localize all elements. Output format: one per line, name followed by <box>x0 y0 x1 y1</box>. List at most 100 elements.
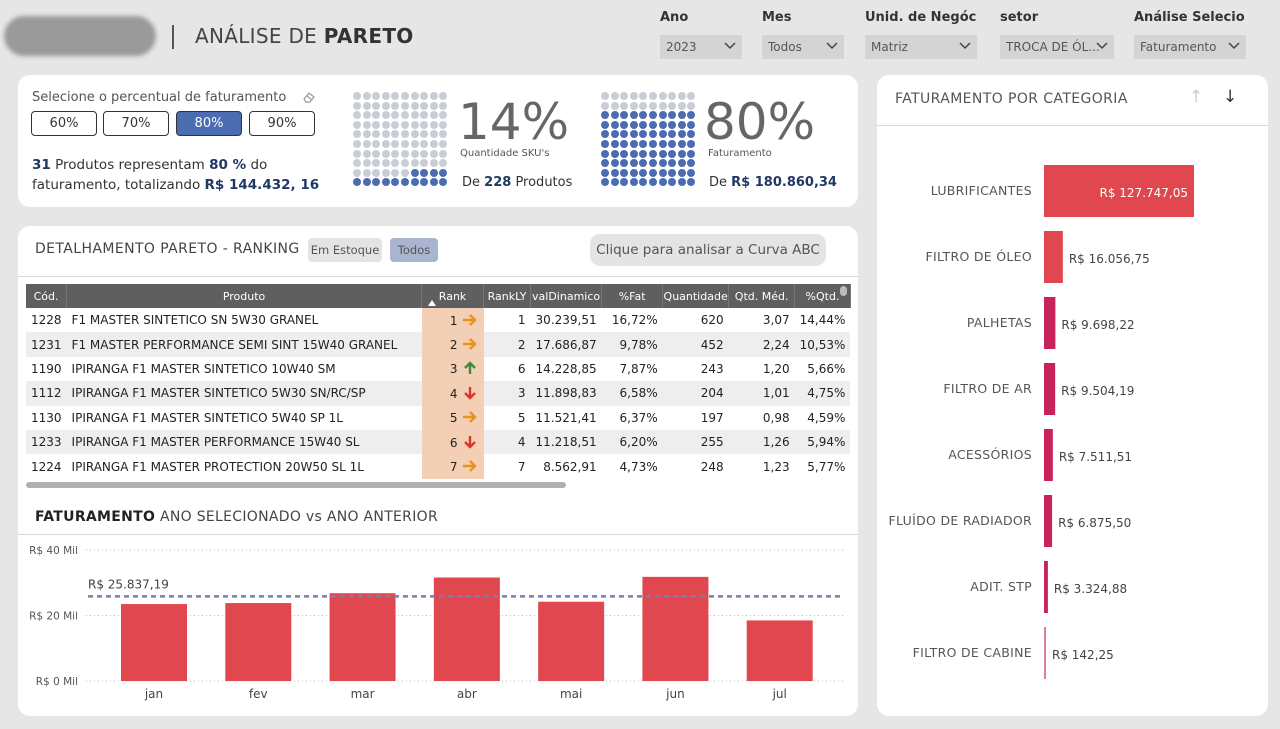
category-bar[interactable] <box>1044 495 1053 547</box>
pct-80-button[interactable]: 80% <box>176 111 242 136</box>
table-row[interactable]: 1233 IPIRANGA F1 MASTER PERFORMANCE 15W40… <box>26 429 851 455</box>
arrow-right-icon <box>462 313 477 326</box>
month-bar[interactable] <box>433 577 500 681</box>
waffle-dot <box>601 130 609 139</box>
eraser-icon[interactable] <box>302 91 316 103</box>
filter-mes-dropdown[interactable]: Todos <box>762 35 844 59</box>
cell-quantidade: 452 <box>662 332 729 357</box>
waffle-dot <box>610 120 619 129</box>
waffle-dot <box>391 92 400 100</box>
waffle-dot <box>410 149 419 158</box>
waffle-dot <box>362 111 371 120</box>
waffle-dot <box>372 178 381 187</box>
category-bar[interactable] <box>1044 363 1056 415</box>
waffle-dot <box>620 111 629 120</box>
waffle-dot <box>400 130 409 139</box>
cell-produto: IPIRANGA F1 MASTER PROTECTION 20W50 SL 1… <box>71 459 364 474</box>
col-header-valdinamico[interactable]: valDinamico <box>530 284 603 308</box>
vertical-scrollbar[interactable] <box>840 286 847 296</box>
todos-chip[interactable]: Todos <box>390 238 438 262</box>
month-bar[interactable] <box>225 603 292 681</box>
waffle-dot <box>429 130 438 139</box>
filter-analise: Análise Selecio... Faturamento <box>1134 10 1246 59</box>
waffle-dot <box>658 130 667 139</box>
month-bar[interactable] <box>121 604 187 681</box>
table-row[interactable]: 1224 IPIRANGA F1 MASTER PROTECTION 20W50 … <box>26 454 850 479</box>
category-bar[interactable] <box>1044 627 1046 679</box>
waffle-dot <box>648 149 657 158</box>
waffle-dot <box>353 159 361 168</box>
category-bar[interactable] <box>1044 561 1048 613</box>
waffle-dot <box>381 101 390 110</box>
table-row[interactable]: 1130 IPIRANGA F1 MASTER SINTETICO 5W40 SP… <box>26 405 850 430</box>
waffle-dot <box>410 178 419 187</box>
selector-label: Selecione o percentual de faturamento <box>32 90 287 105</box>
table-row[interactable]: 1190 IPIRANGA F1 MASTER SINTETICO 10W40 S… <box>26 356 850 382</box>
waffle-dot <box>639 111 648 120</box>
title-separator <box>172 25 174 49</box>
y-tick-label: R$ 20 Mil <box>29 611 78 623</box>
waffle-dot <box>668 149 677 158</box>
waffle-dot <box>601 149 609 158</box>
filter-setor-dropdown[interactable]: TROCA DE ÓL... <box>1000 35 1114 59</box>
filter-unidade-dropdown[interactable]: Matriz <box>865 35 977 59</box>
cell-pct-fat: 6,20% <box>601 429 663 455</box>
category-bar[interactable] <box>1044 165 1194 217</box>
waffle-dot <box>410 159 419 168</box>
col-header-rankly[interactable]: RankLY <box>483 284 532 308</box>
cell-produto: F1 MASTER PERFORMANCE SEMI SINT 15W40 GR… <box>66 332 422 357</box>
waffle-dot <box>687 168 696 177</box>
waffle-dot <box>658 159 667 168</box>
col-header-quantidade[interactable]: Quantidade <box>662 284 730 308</box>
waffle-dot <box>658 101 667 110</box>
waffle-dot <box>439 120 448 129</box>
category-bar[interactable] <box>1044 231 1063 283</box>
month-bar[interactable] <box>538 601 605 681</box>
waffle-dot <box>372 92 381 100</box>
pct-90-button[interactable]: 90% <box>249 111 315 136</box>
category-bar[interactable] <box>1044 429 1053 481</box>
horizontal-scrollbar[interactable] <box>26 482 566 488</box>
waffle-dot <box>381 159 390 168</box>
col-header-cod[interactable]: Cód. <box>26 284 68 308</box>
filter-ano-dropdown[interactable]: 2023 <box>660 35 742 59</box>
waffle-dot <box>353 149 361 158</box>
waffle-dot <box>353 178 361 187</box>
waffle-dot <box>362 149 371 158</box>
waffle-dot <box>429 139 438 148</box>
filter-ano: Ano 2023 <box>660 10 742 59</box>
table-row[interactable]: 1112 IPIRANGA F1 MASTER SINTETICO 5W30 SN… <box>26 381 851 406</box>
col-header-rank[interactable]: Rank <box>421 284 485 308</box>
col-header-pct-fat[interactable]: %Fat <box>601 284 664 308</box>
category-bar[interactable] <box>1044 297 1056 349</box>
waffle-dot <box>400 111 409 120</box>
filter-analise-dropdown[interactable]: Faturamento <box>1134 35 1246 59</box>
table-row[interactable]: 1228 F1 MASTER SINTETICO SN 5W30 GRANEL 1 1… <box>26 308 850 333</box>
em-estoque-chip[interactable]: Em Estoque <box>308 238 382 262</box>
col-header-produto[interactable]: Produto <box>66 284 423 308</box>
cell-quantidade: 248 <box>700 459 724 474</box>
pct-70-button[interactable]: 70% <box>103 111 169 136</box>
cell-pct-qtd: 10,53% <box>794 332 851 357</box>
waffle-dot <box>362 139 371 148</box>
waffle-dot <box>610 139 619 148</box>
month-bar[interactable] <box>329 593 396 681</box>
cell-quantidade: 620 <box>700 313 724 328</box>
sort-descending-icon[interactable]: ↓ <box>1223 87 1238 107</box>
col-header-qtd-med[interactable]: Qtd. Méd. <box>728 284 796 308</box>
waffle-dot <box>381 92 390 100</box>
month-bar[interactable] <box>746 620 813 681</box>
waffle-dot <box>648 130 657 139</box>
waffle-dot <box>353 120 361 129</box>
sort-ascending-icon[interactable]: ↑ <box>1189 87 1204 107</box>
cell-produto: IPIRANGA F1 MASTER SINTETICO 5W40 SP 1L <box>71 410 343 425</box>
pct-60-button[interactable]: 60% <box>31 111 97 136</box>
ranking-title: DETALHAMENTO PARETO - RANKING <box>35 241 300 257</box>
category-label: ACESSÓRIOS <box>948 447 1032 462</box>
month-bar[interactable] <box>642 576 709 681</box>
waffle-dot <box>420 178 429 187</box>
curva-abc-button[interactable]: Clique para analisar a Curva ABC <box>590 234 826 266</box>
waffle-dot <box>648 178 657 187</box>
waffle-dot <box>400 139 409 148</box>
table-row[interactable]: 1231 F1 MASTER PERFORMANCE SEMI SINT 15W4… <box>26 332 851 357</box>
